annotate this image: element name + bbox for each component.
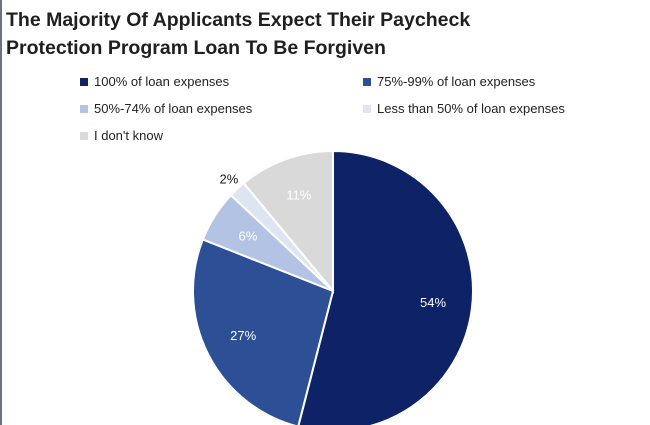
legend-item-75-99-percent: 75%-99% of loan expenses xyxy=(363,74,535,89)
legend-item-dont-know: I don't know xyxy=(80,128,163,143)
pie-slice-1 xyxy=(192,238,335,425)
legend-label: 50%-74% of loan expenses xyxy=(94,101,253,116)
pie-data-label-1: 27% xyxy=(230,328,256,343)
chart-title: The Majority Of Applicants Expect Their … xyxy=(6,6,626,62)
chart-title-line-1: The Majority Of Applicants Expect Their … xyxy=(6,9,471,31)
left-edge-rule xyxy=(0,0,2,425)
pie-slice-4 xyxy=(242,149,334,294)
pie-data-label-2: 6% xyxy=(238,228,257,243)
legend-label: I don't know xyxy=(94,128,163,143)
pie-data-label-0: 54% xyxy=(420,295,446,310)
chart-title-line-2: Protection Program Loan To Be Forgiven xyxy=(6,37,386,59)
pie-slice-0 xyxy=(297,149,474,425)
legend-swatch xyxy=(80,77,88,86)
pie-data-label-3: 2% xyxy=(220,172,239,187)
legend-swatch xyxy=(363,104,371,113)
legend-item-100-percent: 100% of loan expenses xyxy=(80,74,229,89)
legend-label: Less than 50% of loan expenses xyxy=(377,101,565,116)
legend-item-less-than-50-percent: Less than 50% of loan expenses xyxy=(363,101,565,116)
legend-item-50-74-percent: 50%-74% of loan expenses xyxy=(80,101,252,116)
legend-label: 75%-99% of loan expenses xyxy=(377,74,536,89)
legend-swatch xyxy=(80,131,88,140)
legend-swatch xyxy=(363,77,371,86)
pie-data-label-4: 11% xyxy=(286,188,311,203)
legend-swatch xyxy=(80,104,88,113)
legend-label: 100% of loan expenses xyxy=(94,74,230,89)
